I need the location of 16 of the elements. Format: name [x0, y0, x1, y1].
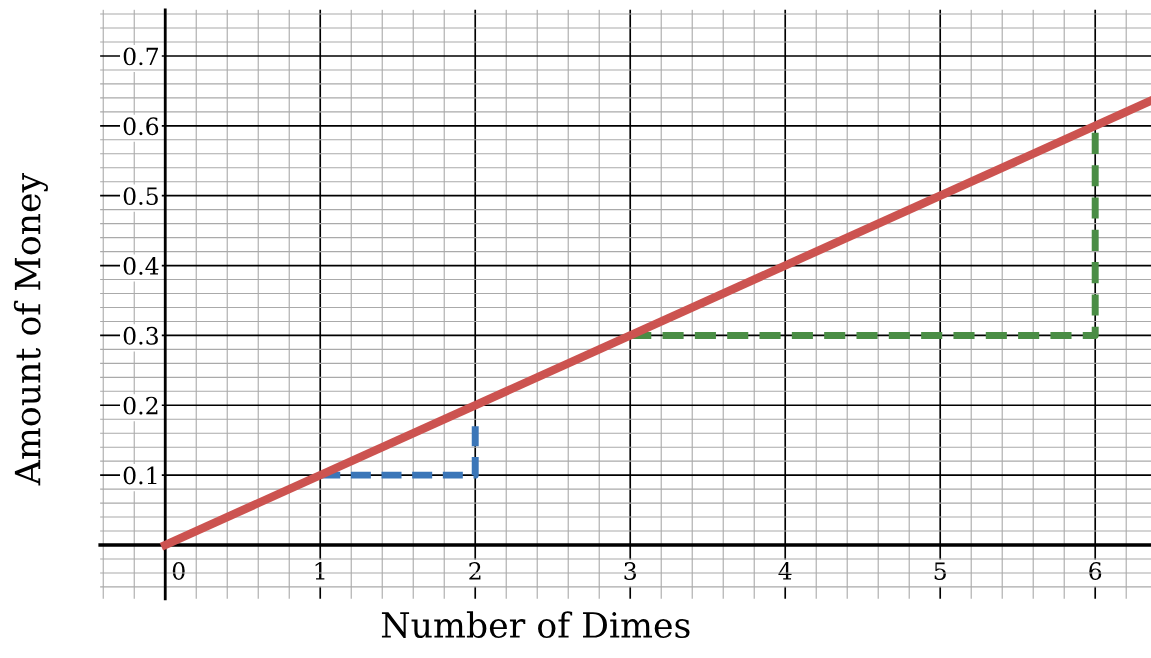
y-tick-label: 0.2	[123, 396, 158, 415]
x-tick-label: 2	[469, 562, 481, 580]
y-axis-title: Amount of Money	[13, 172, 48, 486]
y-tick-label: 0.3	[123, 326, 158, 345]
y-tick-label: 0.1	[123, 466, 157, 485]
x-tick-label: 4	[778, 562, 792, 580]
y-tick-label: 0.7	[123, 47, 158, 66]
y-tick-label: 0.6	[123, 117, 159, 136]
x-axis-title: Number of Dimes	[381, 611, 690, 639]
y-tick-label: 0.5	[123, 187, 158, 205]
x-tick-label: 3	[624, 562, 636, 580]
x-tick-label: 0	[172, 562, 185, 580]
x-tick-label: 5	[934, 562, 946, 580]
x-tick-label: 6	[1089, 562, 1102, 580]
y-tick-label: 0.4	[123, 257, 159, 275]
x-tick-label: 1	[315, 562, 325, 580]
